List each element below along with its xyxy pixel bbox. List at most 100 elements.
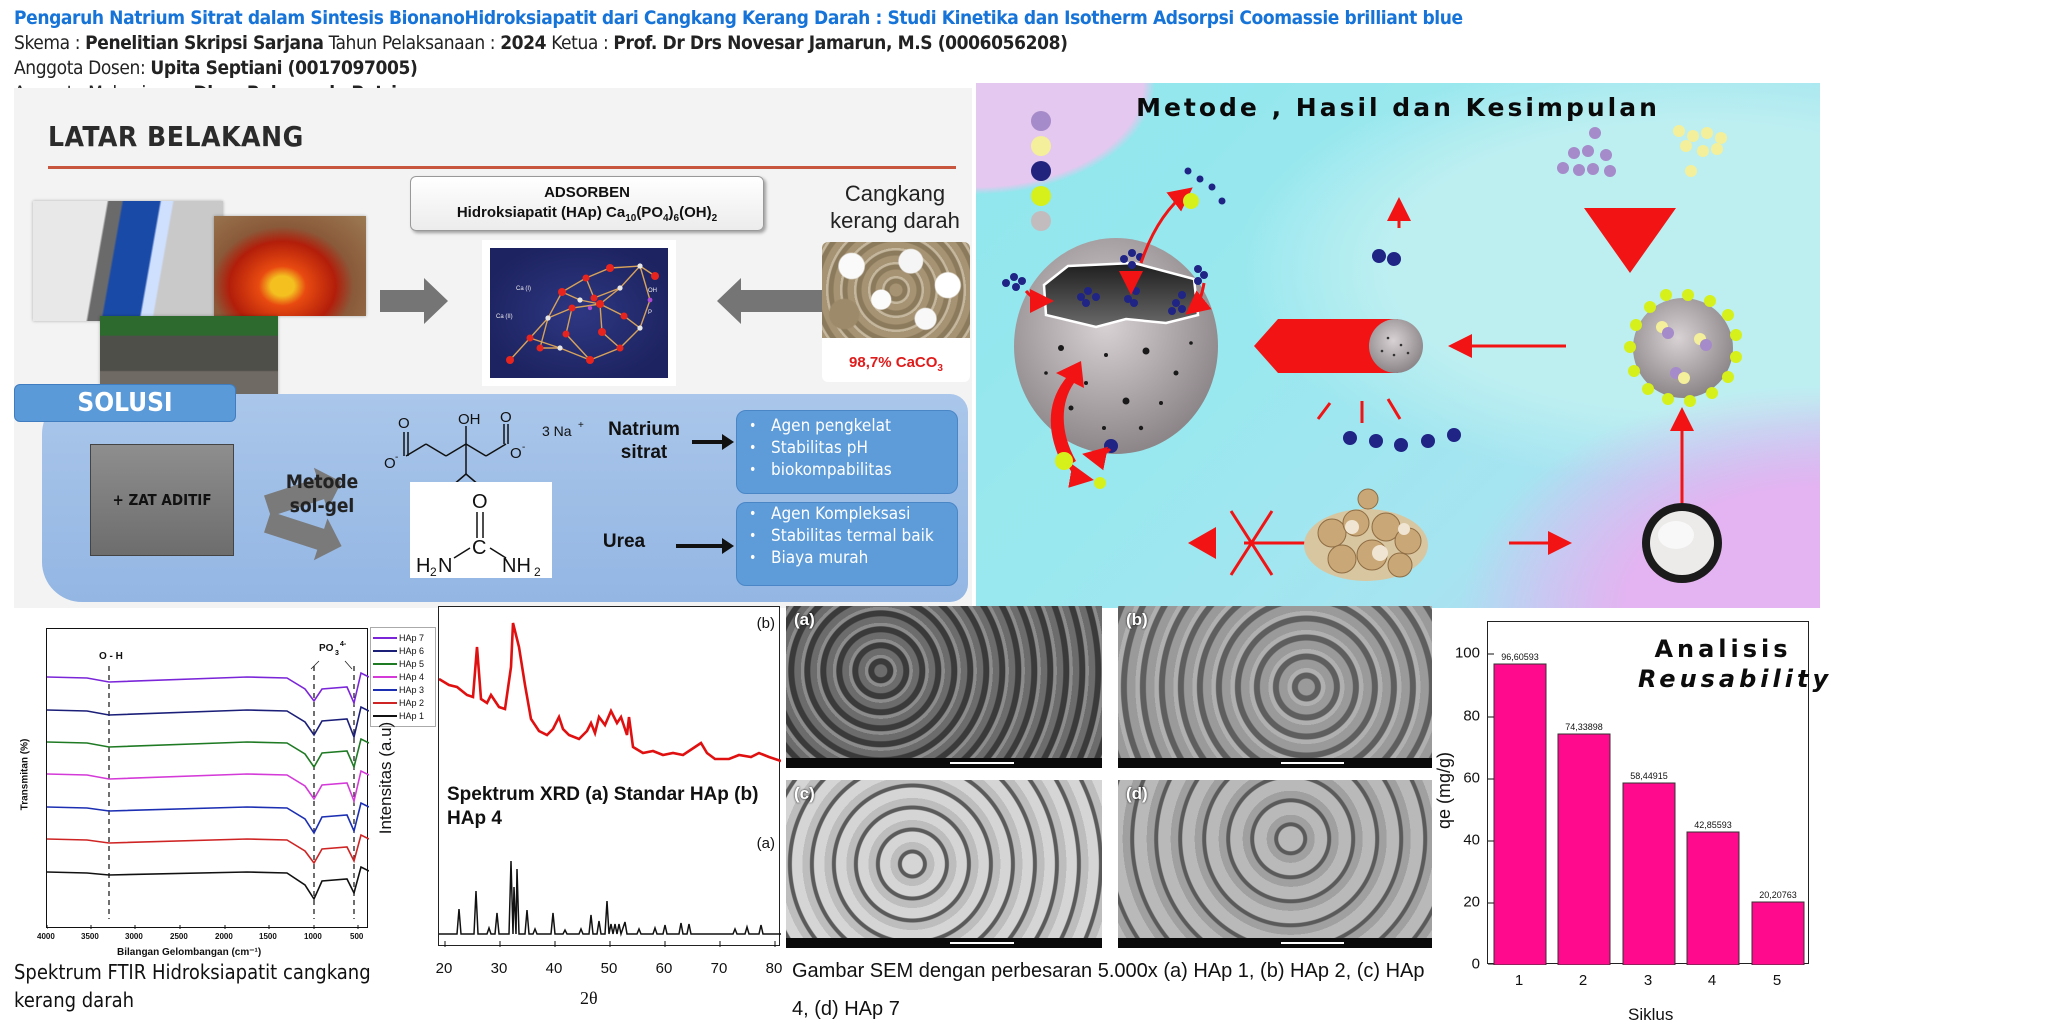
list-item: Stabilitas termal baik	[747, 525, 957, 547]
sem-label: (a)	[794, 610, 815, 629]
reusability-x-label: Siklus	[1628, 1005, 1674, 1024]
list-item: Biaya murah	[747, 547, 957, 569]
sem-caption: Gambar SEM dengan perbesaran 5.000x (a) …	[792, 960, 1425, 1020]
ftir-x-ticks: 4000 3500 3000 2500 2000 1500 1000 500	[37, 932, 364, 941]
sem-label: (b)	[1126, 610, 1148, 629]
svg-text:-: -	[395, 452, 398, 463]
svg-text:42,85593: 42,85593	[1694, 820, 1732, 830]
xrd-y-label: Intensitas (a.u)	[376, 721, 396, 835]
poster-header: Pengaruh Natrium Sitrat dalam Sintesis B…	[14, 6, 1463, 106]
ftir-caption: Spektrum FTIR Hidroksiapatit cangkang ke…	[14, 960, 371, 1012]
yellow-dot-icon	[1031, 136, 1051, 156]
svg-text:+: +	[578, 420, 584, 431]
reusability-plot: 96,60593 74,33898 58,44915 42,85593 20,2…	[1488, 652, 1805, 966]
scheme-line: Skema : Penelitian Skripsi Sarjana Tahun…	[14, 31, 1463, 56]
svg-text:3 Na: 3 Na	[542, 423, 572, 439]
legend-item: HAp 1	[373, 709, 433, 722]
hap-powder-bowl-icon	[1642, 503, 1722, 583]
svg-text:2: 2	[534, 565, 541, 578]
reusability-x-ticks: 1 2 3 4 5	[1514, 972, 1782, 989]
svg-text:4-: 4-	[340, 641, 347, 648]
zat-aditif-box: + ZAT ADITIF	[90, 444, 234, 556]
red-waste-pond-photo	[214, 216, 366, 316]
arrow-right-icon	[676, 538, 734, 554]
sem-image-c: (c)	[786, 780, 1102, 948]
urea-benefits-list: Agen Kompleksasi Stabilitas termal baik …	[736, 502, 958, 586]
ftir-chart: O - H PO 3 4- 4000 3500 3000 2500 2000 150…	[19, 628, 370, 958]
blood-cockle-shells-photo	[822, 242, 970, 338]
sem-scale-bar	[786, 938, 1102, 948]
seashells-pile-icon	[1304, 488, 1428, 581]
svg-text:P: P	[648, 310, 652, 316]
list-item: Stabilitas pH	[747, 437, 957, 459]
xrd-chart: (b) (a) Spektrum XRD (a) Standar HAp (b)…	[438, 606, 782, 947]
xrd-overlay-title: Spektrum XRD (a) Standar HAp (b) HAp 4	[447, 784, 759, 829]
svg-text:N: N	[438, 555, 452, 577]
svg-text:NH: NH	[502, 555, 531, 577]
crystal-lattice-icon: Ca (I) Ca (II) OH P	[496, 263, 659, 364]
polluted-canal-photo	[33, 201, 223, 321]
natrium-benefits-list: Agen pengkelat Stabilitas pH biokompabil…	[736, 410, 958, 494]
legend-item: HAp 4	[373, 670, 433, 683]
tahun-value: 2024	[500, 32, 547, 54]
lime-dot-icon	[1031, 186, 1051, 206]
svg-text:3: 3	[335, 650, 339, 657]
red-triangle-icon	[1584, 208, 1676, 273]
svg-text:O: O	[472, 491, 488, 513]
svg-text:OH: OH	[648, 288, 657, 294]
metode-sol-gel-label: Metode sol-gel	[285, 471, 359, 517]
shell-card: 98,7% CaCO3	[822, 242, 970, 382]
skema-label: Skema :	[14, 32, 86, 54]
svg-text:O: O	[510, 445, 522, 462]
svg-text:OH: OH	[458, 411, 481, 428]
reusability-chart: 96,60593 74,33898 58,44915 42,85593 20,2…	[1487, 621, 1828, 966]
natrium-sitrat-label: Natrium sitrat	[608, 419, 680, 463]
list-item: Agen pengkelat	[747, 415, 957, 437]
arrow-left-icon	[717, 278, 831, 324]
ketua-label: Ketua :	[546, 32, 614, 54]
ftir-legend: HAp 7 HAp 6 HAp 5 HAp 4 HAp 3 HAp 2 HAp …	[370, 627, 436, 727]
poster-title: Pengaruh Natrium Sitrat dalam Sintesis B…	[14, 7, 1463, 29]
sem-label: (c)	[794, 784, 815, 803]
sem-image-a: (a)	[786, 606, 1102, 768]
svg-text:96,60593: 96,60593	[1501, 652, 1539, 662]
sem-image-d: (d)	[1118, 780, 1432, 948]
legend-item: HAp 5	[373, 657, 433, 670]
urea-label: Urea	[602, 531, 646, 552]
skema-value: Penelitian Skripsi Sarjana	[85, 32, 324, 54]
legend-item: HAp 3	[373, 683, 433, 696]
gray-dot-icon	[1031, 211, 1051, 231]
hap-crystal-structure-image: Ca (I) Ca (II) OH P	[482, 240, 676, 386]
xrd-series-a-label: (a)	[756, 835, 775, 852]
sem-image-b: (b)	[1118, 606, 1432, 768]
sem-label: (d)	[1126, 784, 1148, 803]
svg-text:Ca (I): Ca (I)	[516, 286, 531, 292]
svg-text:Ca (II): Ca (II)	[496, 314, 513, 320]
adsorben-title: ADSORBEN	[544, 184, 630, 201]
svg-text:58,44915: 58,44915	[1630, 771, 1668, 781]
legend-item: HAp 7	[373, 631, 433, 644]
caco3-content: 98,7% CaCO3	[849, 354, 943, 374]
metode-hasil-graphic: Metode , Hasil dan Kesimpulan	[976, 83, 1820, 608]
svg-text:O - H: O - H	[99, 651, 123, 662]
svg-text:74,33898: 74,33898	[1565, 722, 1603, 732]
legend-item: HAp 2	[373, 696, 433, 709]
section-title: LATAR BELAKANG	[48, 120, 304, 153]
svg-text:20,20763: 20,20763	[1759, 890, 1797, 900]
adsorben-box: ADSORBEN Hidroksiapatit (HAp) Ca10(PO4)6…	[410, 176, 764, 231]
ftir-x-label: Bilangan Gelombangan (cm⁻¹)	[117, 947, 262, 958]
latar-belakang-slide: LATAR BELAKANG ADSORBEN Hidroksiapatit (…	[14, 88, 972, 608]
navy-dot-icon	[1031, 161, 1051, 181]
sem-scale-bar	[1118, 938, 1432, 948]
svg-text:O: O	[398, 415, 410, 432]
sem-scale-bar	[1118, 758, 1432, 768]
ftir-plot: O - H PO 34-	[46, 641, 370, 929]
dosen-value: Upita Septiani (0017097005)	[150, 57, 418, 79]
adsorben-formula: Hidroksiapatit (HAp) Ca10(PO4)6(OH)2	[456, 204, 718, 224]
svg-text:C: C	[472, 537, 486, 559]
list-item: Agen Kompleksasi	[747, 503, 957, 525]
reusability-y-label: qe (mg/g)	[1434, 751, 1455, 830]
solusi-tab: SOLUSI	[14, 384, 236, 422]
